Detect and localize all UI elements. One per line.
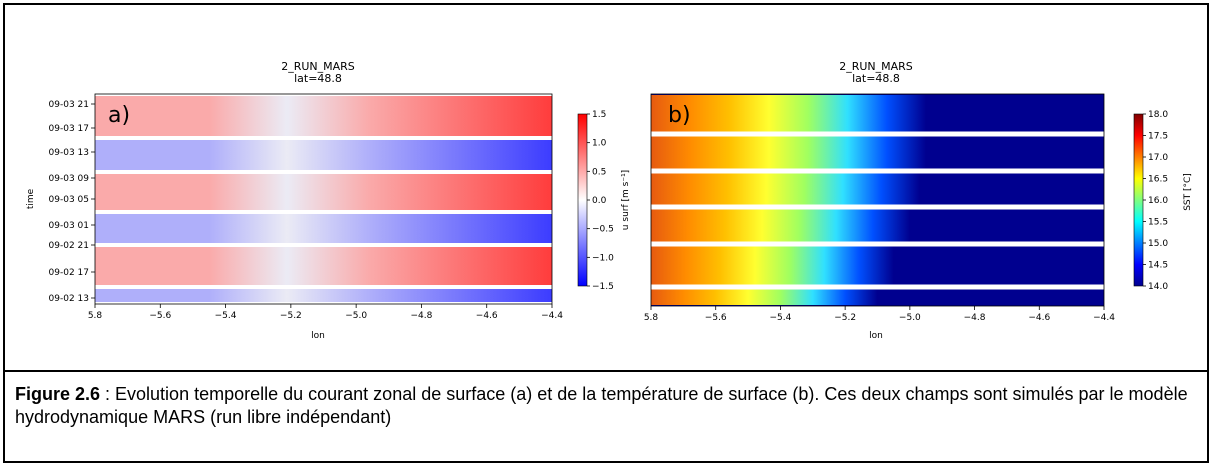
panel-a-y-ticks: 09-02 13 09-02 17 09-02 21 09-03 01 09-03 05… xyxy=(49,100,95,304)
panel-a-x-ticks: 5.8 −5.6 −5.4 −5.2 −5.0 −4.8 −4.6 −4.4 xyxy=(88,304,563,321)
x-tick-label: 5.8 xyxy=(644,313,659,323)
panel-b: 2_RUN_MARS lat=48.8 b) 5.8 −5.6 −5.4 −5.2 −5… xyxy=(644,60,1193,341)
colorbar-tick-label: 1.5 xyxy=(592,110,606,120)
colorbar-tick-label: 16.0 xyxy=(1148,196,1168,206)
panel-a-band xyxy=(95,174,552,210)
figure-frame xyxy=(3,3,1209,463)
figure-caption: Figure 2.6 : Evolution temporelle du cou… xyxy=(15,383,1205,429)
panel-a-colorbar xyxy=(577,113,588,287)
colorbar-tick-label: 1.0 xyxy=(592,139,607,149)
panel-b-band xyxy=(651,135,927,170)
panel-b-xlabel: lon xyxy=(869,331,883,341)
panel-a-band xyxy=(95,214,552,243)
panel-a-plot-area xyxy=(95,96,552,302)
panel-a-title: 2_RUN_MARS xyxy=(281,60,355,73)
y-tick-label: 09-03 05 xyxy=(49,195,89,205)
x-tick-label: −5.4 xyxy=(769,313,791,323)
colorbar-tick-label: −0.5 xyxy=(592,225,614,235)
y-tick-label: 09-03 17 xyxy=(49,124,89,134)
colorbar-tick-label: 14.0 xyxy=(1148,282,1168,292)
x-tick-label: −5.6 xyxy=(149,311,171,321)
colorbar-tick-label: 0.5 xyxy=(592,167,606,177)
x-tick-label: −4.6 xyxy=(476,311,498,321)
panel-b-band xyxy=(651,95,927,133)
figure-caption-label: Figure 2.6 xyxy=(15,384,101,404)
x-tick-label: −4.4 xyxy=(541,311,563,321)
panel-b-x-ticks: 5.8 −5.6 −5.4 −5.2 −5.0 −4.8 −4.6 −4.4 xyxy=(644,306,1115,323)
colorbar-tick-label: −1.5 xyxy=(592,282,614,292)
panel-a-band xyxy=(95,289,552,302)
colorbar-tick-label: 14.5 xyxy=(1148,261,1168,271)
y-tick-label: 09-02 17 xyxy=(49,268,89,278)
x-tick-label: −5.0 xyxy=(345,311,367,321)
y-tick-label: 09-02 21 xyxy=(49,241,89,251)
panel-a-ylabel: time xyxy=(26,188,36,209)
x-tick-label: −4.6 xyxy=(1028,313,1050,323)
caption-divider xyxy=(3,370,1209,372)
panel-b-gap xyxy=(651,241,1104,247)
panel-a-colorbar-label: u surf [m s⁻¹] xyxy=(621,170,631,230)
x-tick-label: −4.4 xyxy=(1093,313,1115,323)
panel-b-band xyxy=(651,245,894,286)
panel-a-label: a) xyxy=(108,103,130,128)
colorbar-tick-label: 18.0 xyxy=(1148,110,1168,120)
y-tick-label: 09-03 01 xyxy=(49,221,89,231)
x-tick-label: −5.4 xyxy=(215,311,237,321)
colorbar-tick-label: −1.0 xyxy=(592,253,614,263)
panel-b-title: 2_RUN_MARS xyxy=(839,60,913,73)
panel-b-gap xyxy=(651,204,1104,210)
panel-b-band xyxy=(651,208,910,243)
y-tick-label: 09-02 13 xyxy=(49,294,89,304)
colorbar-tick-label: 15.0 xyxy=(1148,239,1168,249)
panel-b-colorbar-ticks: 18.0 17.5 17.0 16.5 16.0 15.5 15.0 14.5 14.0 xyxy=(1143,110,1168,292)
panel-a-xlabel: lon xyxy=(311,331,325,341)
y-tick-label: 09-03 13 xyxy=(49,148,89,158)
x-tick-label: −5.2 xyxy=(834,313,856,323)
colorbar-tick-label: 17.5 xyxy=(1148,132,1168,142)
panel-b-gap xyxy=(651,284,1104,290)
panel-b-label: b) xyxy=(668,103,691,128)
colorbar-tick-label: 16.5 xyxy=(1148,175,1168,185)
panel-a-band xyxy=(95,140,552,170)
x-tick-label: −5.0 xyxy=(899,313,921,323)
panel-b-colorbar xyxy=(1133,113,1144,287)
colorbar-tick-label: 15.5 xyxy=(1148,218,1168,228)
x-tick-label: −4.8 xyxy=(964,313,986,323)
panel-a-colorbar-ticks: 1.5 1.0 0.5 0.0 −0.5 −1.0 −1.5 xyxy=(587,110,614,292)
panel-a-band xyxy=(95,96,552,136)
panel-b-plot-border xyxy=(650,93,1105,307)
x-tick-label: −4.8 xyxy=(410,311,432,321)
x-tick-label: 5.8 xyxy=(88,311,103,321)
y-tick-label: 09-03 21 xyxy=(49,100,89,110)
panel-b-gap xyxy=(651,131,1104,137)
colorbar-tick-label: 17.0 xyxy=(1148,153,1168,163)
panel-a-subtitle: lat=48.8 xyxy=(294,72,342,85)
colorbar-tick-label: 0.0 xyxy=(592,196,607,206)
panel-b-subtitle: lat=48.8 xyxy=(852,72,900,85)
figure-caption-text: : Evolution temporelle du courant zonal … xyxy=(15,384,1188,427)
panel-b-band xyxy=(651,288,878,305)
panel-b-gap xyxy=(651,168,1104,174)
x-tick-label: −5.2 xyxy=(280,311,302,321)
x-tick-label: −5.6 xyxy=(705,313,727,323)
panel-b-colorbar-label: SST [°C] xyxy=(1183,173,1193,211)
panel-b-band xyxy=(651,172,920,206)
panel-b-plot-area xyxy=(651,95,1104,305)
y-tick-label: 09-03 09 xyxy=(49,174,90,184)
panel-a-band xyxy=(95,247,552,285)
